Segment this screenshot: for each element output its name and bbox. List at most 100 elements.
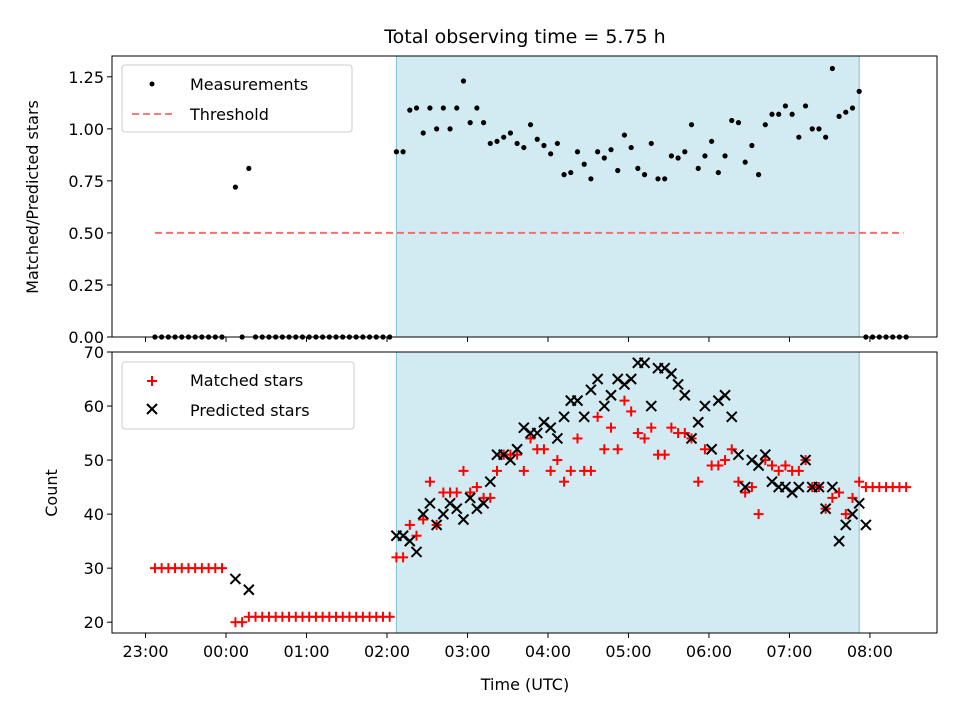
bottom-y-axis-label: Count [42, 469, 61, 517]
legend-matched-label: Matched stars [190, 371, 303, 390]
y-tick-label: 30 [84, 559, 104, 578]
matched-star-point [726, 444, 737, 455]
matched-star-point [565, 465, 576, 476]
measurement-point [843, 109, 849, 115]
bottom-legend-box [121, 361, 355, 430]
matched-star-point [847, 492, 858, 503]
predicted-star-point [840, 519, 852, 531]
matched-star-point [659, 449, 670, 460]
measurement-point [588, 176, 594, 182]
predicted-star-point [437, 508, 450, 520]
x-axis-label: Time (UTC) [480, 675, 569, 694]
matched-star-point [398, 552, 409, 563]
measurement-point [655, 176, 661, 182]
measurement-point [776, 111, 782, 117]
matched-star-point [418, 514, 429, 525]
bottom-panel: 20 30 40 50 60 70 23:00 00:00 01:00 02:00 03:00 04… [42, 343, 938, 694]
measurement-point [715, 169, 721, 176]
predicted-star-point [457, 513, 470, 526]
predicted-star-point [551, 432, 564, 445]
matched-star-point [559, 476, 570, 487]
matched-star-point [492, 465, 502, 476]
predicted-star-point [826, 481, 839, 493]
measurement-point [641, 172, 648, 178]
predicted-star-point [860, 519, 872, 531]
measurement-point [568, 169, 574, 176]
predicted-star-point [598, 400, 611, 412]
predicted-star-point [732, 448, 745, 461]
matched-star-point [471, 482, 482, 493]
matched-star-point [626, 406, 637, 417]
predicted-star-point [544, 421, 557, 434]
matched-star-point [606, 422, 617, 433]
matched-star-point [411, 530, 422, 541]
measurement-point [849, 105, 856, 111]
y-tick-label: 0.50 [68, 224, 104, 243]
predicted-star-point [531, 427, 543, 439]
measurement-point [675, 155, 681, 161]
predicted-star-point [759, 448, 771, 461]
top-y-axis-label: Matched/Predicted stars [23, 100, 42, 294]
matched-star-point [901, 482, 912, 493]
y-tick-label: 20 [84, 613, 104, 632]
top-axes-frame [111, 55, 938, 338]
matched-star-point [639, 433, 650, 444]
predicted-star-point [591, 373, 604, 385]
matched-star-point [793, 465, 804, 476]
predicted-star-point [813, 481, 825, 493]
measurement-point [474, 105, 480, 111]
legend-threshold-label: Threshold [189, 105, 269, 124]
matched-star-point [384, 611, 395, 622]
x-tick-label: 01:00 [283, 642, 329, 661]
predicted-star-point [417, 508, 429, 520]
measurement-point [507, 130, 514, 136]
measurement-point [836, 113, 842, 119]
measurement-point [581, 161, 587, 167]
y-tick-label: 40 [84, 505, 104, 524]
matched-star-point [545, 465, 556, 476]
matched-star-point [424, 476, 435, 487]
top-legend-box [121, 64, 353, 133]
predicted-star-point [645, 400, 657, 412]
measurement-point [762, 122, 768, 128]
predicted-star-point [833, 535, 845, 547]
y-tick-label: 0.00 [68, 328, 104, 347]
measurement-point [440, 105, 446, 111]
top-observing-window-shade [395, 55, 860, 338]
measurement-point [501, 134, 507, 140]
bottom-y-ticks: 20 30 40 50 60 70 [84, 343, 112, 632]
bottom-legend: Matched stars Predicted stars [121, 361, 355, 430]
predicted-star-point [719, 389, 731, 401]
matched-star-point [827, 492, 838, 503]
matched-star-point [746, 482, 757, 493]
predicted-star-point [430, 519, 443, 531]
measurement-point [541, 142, 547, 149]
predicted-star-point [665, 367, 678, 380]
measurement-point [454, 105, 460, 111]
measurement-point [695, 165, 701, 171]
predicted-star-point [685, 432, 698, 445]
measurement-point [648, 140, 654, 147]
y-tick-label: 60 [84, 397, 104, 416]
matched-star-point [465, 487, 476, 498]
x-tick-label: 04:00 [525, 642, 571, 661]
measurement-point [527, 122, 534, 128]
measurement-point [735, 120, 742, 126]
predicted-star-point [484, 475, 496, 488]
measurement-point [621, 132, 628, 138]
predicted-star-point [404, 535, 416, 547]
y-tick-label: 70 [84, 343, 104, 362]
measurement-point [702, 153, 708, 159]
predicted-star-point [410, 546, 423, 558]
measurement-point [628, 144, 634, 151]
measurement-point [232, 184, 239, 190]
matched-star-point [458, 465, 469, 476]
measurement-point [407, 107, 413, 113]
x-tick-label: 08:00 [847, 642, 893, 661]
matched-star-point [599, 444, 610, 455]
chart-title: Total observing time = 5.75 h [383, 26, 665, 48]
matched-star-point [585, 465, 596, 476]
predicted-star-point [504, 454, 517, 466]
predicted-star-point [819, 503, 832, 515]
